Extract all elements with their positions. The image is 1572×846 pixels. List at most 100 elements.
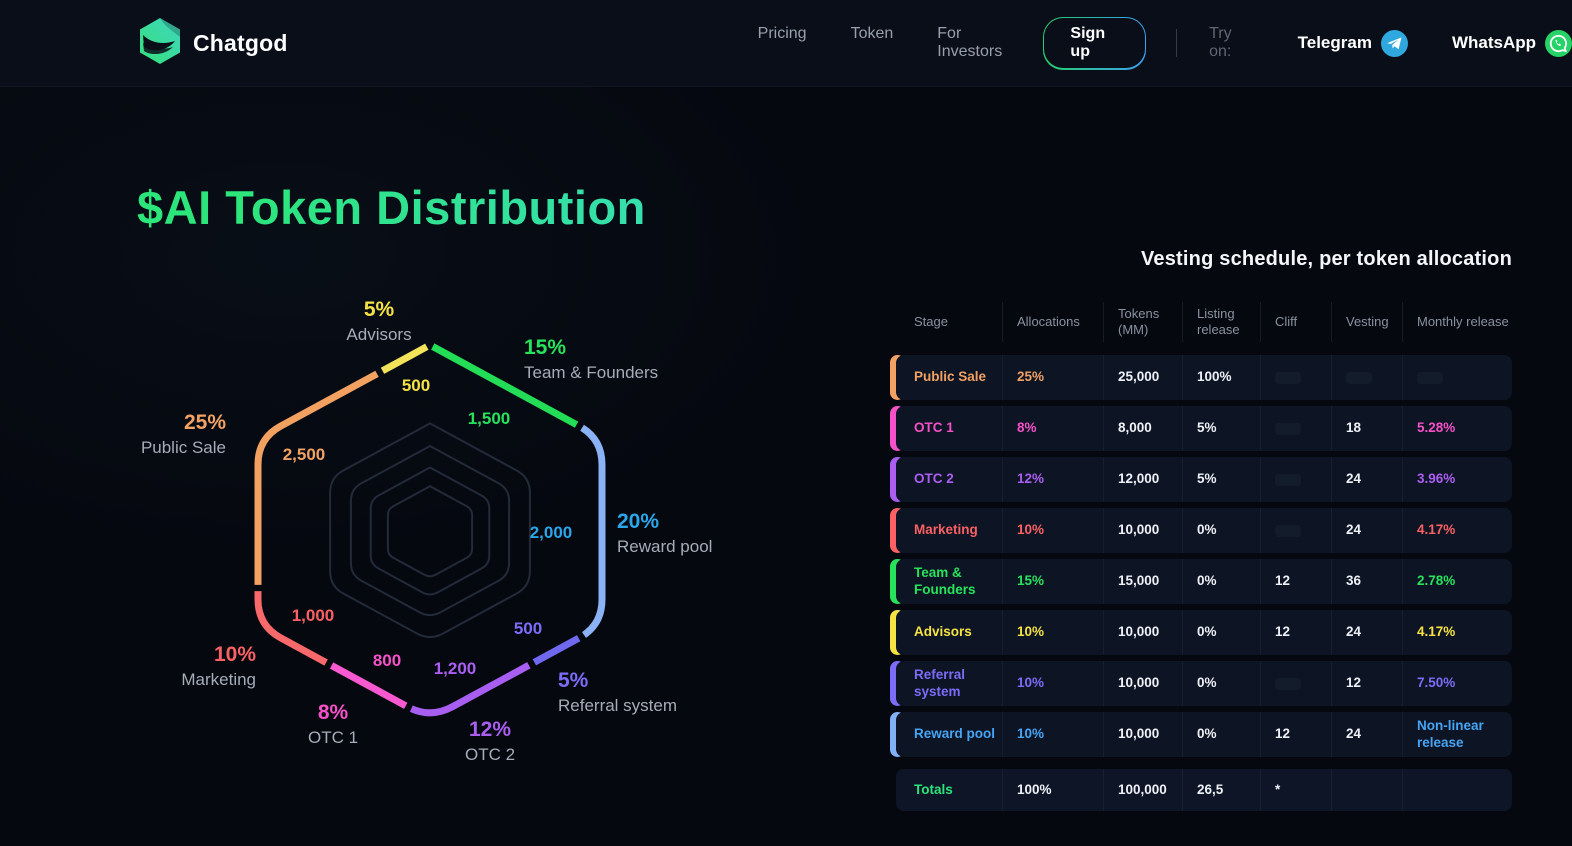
row-card: OTC 2 12% 12,000 5% 24 3.96% xyxy=(896,457,1512,502)
cell-listing: 0% xyxy=(1182,610,1260,655)
chart-label-otc-1: 8% OTC 1 xyxy=(253,701,413,748)
col-stage: Stage xyxy=(914,313,948,329)
segment-name: Team & Founders xyxy=(524,363,659,383)
brand[interactable]: Chatgod xyxy=(137,17,288,70)
cell-stage: Totals xyxy=(914,781,953,797)
cell-stage: Advisors xyxy=(914,624,972,640)
cell-stage: Team & Founders xyxy=(914,565,976,597)
cell-monthly: 5.28% xyxy=(1402,406,1512,451)
row-card: Referral system 10% 10,000 0% 12 7.50% xyxy=(896,661,1512,706)
radar-grid-hexagon xyxy=(349,444,511,617)
cell-listing: 0% xyxy=(1182,661,1260,706)
cell-tokens: 100,000 xyxy=(1103,769,1182,811)
cell-tokens: 10,000 xyxy=(1103,508,1182,553)
nav-link-for-investors[interactable]: For Investors xyxy=(937,25,1003,60)
whatsapp-link[interactable]: WhatsApp xyxy=(1452,29,1572,57)
nav-links: Pricing Token For Investors xyxy=(758,25,1005,61)
row-card: Advisors 10% 10,000 0% 12 24 4.17% xyxy=(896,610,1512,655)
token-distribution-chart xyxy=(254,341,606,717)
cell-vesting: 18 xyxy=(1331,406,1402,451)
cell-stage: Reward pool xyxy=(914,726,996,742)
segment-percent: 12% xyxy=(468,718,512,741)
row-card: Totals 100% 100,000 26,5 * xyxy=(896,769,1512,811)
cell-cliff: 12 xyxy=(1260,712,1331,757)
col-cliff: Cliff xyxy=(1260,302,1331,342)
nav-link-pricing[interactable]: Pricing xyxy=(757,25,807,42)
cell-monthly xyxy=(1402,769,1512,811)
cell-stage: Marketing xyxy=(914,522,978,538)
segment-value: 1,000 xyxy=(291,606,335,625)
cell-vesting xyxy=(1331,769,1402,811)
cell-allocation: 12% xyxy=(1002,457,1103,502)
try-on-label: Try on: xyxy=(1209,25,1232,60)
col-vesting: Vesting xyxy=(1331,302,1402,342)
segment-name: Marketing xyxy=(181,670,256,690)
cell-monthly: 2.78% xyxy=(1402,559,1512,604)
cell-listing: 26,5 xyxy=(1182,769,1260,811)
row-card: OTC 1 8% 8,000 5% 18 5.28% xyxy=(896,406,1512,451)
segment-name: OTC 1 xyxy=(307,728,359,748)
segment-value: 1,500 xyxy=(467,409,511,428)
navbar: Chatgod Pricing Token For Investors Sign… xyxy=(0,0,1572,87)
cell-stage: Referral system xyxy=(914,667,966,699)
cell-monthly: 3.96% xyxy=(1402,457,1512,502)
cell-allocation: 10% xyxy=(1002,610,1103,655)
chart-label-advisors: 5% Advisors xyxy=(299,298,459,345)
radar-grid-hexagon xyxy=(386,485,474,578)
cell-listing: 5% xyxy=(1182,406,1260,451)
ring-segment-reward-pool xyxy=(254,341,606,717)
segment-name: Referral system xyxy=(558,696,678,716)
empty-cell-dash xyxy=(1275,422,1301,435)
brand-name: Chatgod xyxy=(193,29,288,56)
table-row-totals: Totals 100% 100,000 26,5 * xyxy=(896,769,1512,811)
segment-name: Public Sale xyxy=(140,438,226,458)
cell-cliff xyxy=(1260,457,1331,502)
cell-vesting: 24 xyxy=(1331,457,1402,502)
table-row: Marketing 10% 10,000 0% 24 4.17% xyxy=(890,508,1512,553)
empty-cell-dash xyxy=(1417,371,1443,384)
cell-monthly: 4.17% xyxy=(1402,508,1512,553)
cell-monthly: 4.17% xyxy=(1402,610,1512,655)
logo-icon xyxy=(137,17,183,70)
cell-cliff: 12 xyxy=(1260,610,1331,655)
empty-cell-dash xyxy=(1346,371,1372,384)
segment-percent: 8% xyxy=(317,701,349,724)
page-title: $AI Token Distribution xyxy=(137,181,646,234)
segment-value: 500 xyxy=(513,619,543,638)
cell-listing: 100% xyxy=(1182,355,1260,400)
empty-cell-dash xyxy=(1275,371,1301,384)
segment-percent: 25% xyxy=(183,411,226,434)
cell-tokens: 10,000 xyxy=(1103,712,1182,757)
cell-cliff: 12 xyxy=(1260,559,1331,604)
segment-percent: 10% xyxy=(213,643,256,666)
cell-stage: OTC 1 xyxy=(914,420,954,436)
cell-allocation: 25% xyxy=(1002,355,1103,400)
segment-name: OTC 2 xyxy=(464,745,516,765)
cell-tokens: 25,000 xyxy=(1103,355,1182,400)
chart-label-team-founders: 15% Team & Founders xyxy=(524,336,658,383)
telegram-icon xyxy=(1380,29,1408,57)
nav-link-token[interactable]: Token xyxy=(850,25,894,42)
cell-vesting xyxy=(1331,355,1402,400)
cell-vesting: 24 xyxy=(1331,712,1402,757)
chart-label-otc-2: 12% OTC 2 xyxy=(410,718,570,765)
cell-allocation: 15% xyxy=(1002,559,1103,604)
table-row: Advisors 10% 10,000 0% 12 24 4.17% xyxy=(890,610,1512,655)
row-card: Team & Founders 15% 15,000 0% 12 36 2.78% xyxy=(896,559,1512,604)
cell-monthly: Non-linear release xyxy=(1402,712,1512,757)
nav-divider xyxy=(1176,29,1178,57)
col-allocations: Allocations xyxy=(1002,302,1103,342)
segment-name: Reward pool xyxy=(617,537,713,557)
cell-vesting: 36 xyxy=(1331,559,1402,604)
signup-button[interactable]: Sign up xyxy=(1042,16,1147,70)
cell-tokens: 12,000 xyxy=(1103,457,1182,502)
cell-listing: 0% xyxy=(1182,559,1260,604)
col-monthly: Monthly release xyxy=(1402,302,1512,342)
telegram-link[interactable]: Telegram xyxy=(1298,29,1408,57)
whatsapp-icon xyxy=(1545,29,1572,57)
segment-percent: 15% xyxy=(524,336,567,359)
cell-tokens: 15,000 xyxy=(1103,559,1182,604)
segment-percent: 20% xyxy=(617,510,660,533)
cell-cliff xyxy=(1260,508,1331,553)
radar-grid-hexagon xyxy=(329,422,531,639)
